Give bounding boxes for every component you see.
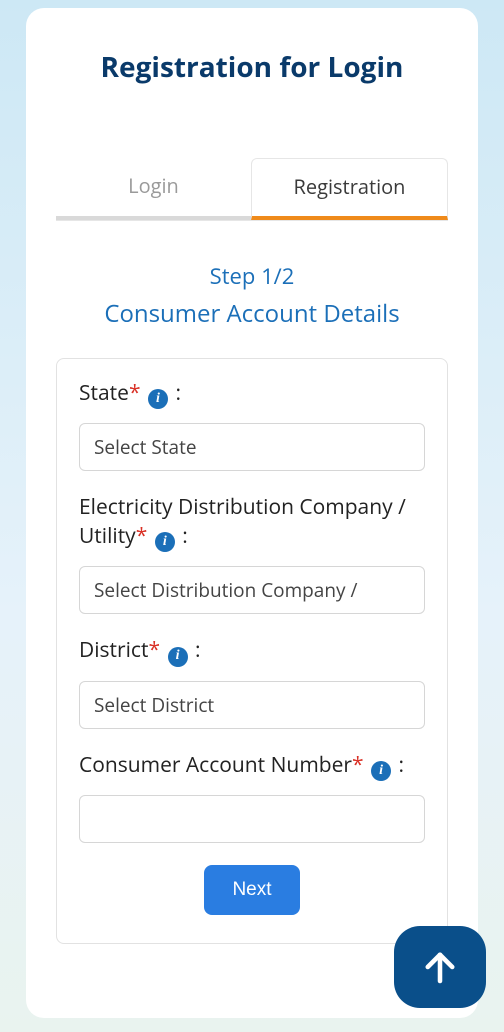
discom-label-colon: : — [177, 522, 188, 550]
field-consumer-account-number: Consumer Account Number* i : — [79, 751, 425, 843]
registration-card: Registration for Login Login Registratio… — [26, 8, 478, 1018]
discom-select-value: Select Distribution Company / — [94, 577, 357, 603]
step-indicator: Step 1/2 — [56, 261, 448, 291]
state-label-colon: : — [170, 379, 181, 407]
arrow-up-icon — [419, 946, 461, 988]
tab-login-label: Login — [128, 172, 179, 199]
actions-row: Next — [79, 865, 425, 915]
required-marker: * — [129, 379, 141, 407]
district-label: District* i : — [79, 636, 425, 666]
state-label-text: State — [79, 379, 129, 407]
required-marker: * — [148, 636, 160, 664]
consumer-account-number-input[interactable] — [79, 795, 425, 843]
field-district: District* i : Select District — [79, 636, 425, 728]
form-panel: State* i : Select State Electricity Dist… — [56, 358, 448, 944]
info-icon[interactable]: i — [371, 761, 391, 781]
district-label-colon: : — [190, 636, 201, 664]
required-marker: * — [136, 522, 148, 550]
step-heading: Consumer Account Details — [56, 297, 448, 330]
tab-registration[interactable]: Registration — [251, 158, 448, 220]
can-label: Consumer Account Number* i : — [79, 751, 425, 781]
field-state: State* i : Select State — [79, 379, 425, 471]
next-button-label: Next — [232, 879, 271, 900]
discom-label-text: Electricity Distribution Company / Utili… — [79, 493, 406, 549]
district-select[interactable]: Select District — [79, 681, 425, 729]
next-button[interactable]: Next — [204, 865, 299, 915]
state-select-value: Select State — [94, 434, 197, 460]
field-discom: Electricity Distribution Company / Utili… — [79, 493, 425, 614]
info-icon[interactable]: i — [168, 647, 188, 667]
page-title: Registration for Login — [56, 48, 448, 86]
tab-registration-label: Registration — [294, 173, 406, 200]
state-label: State* i : — [79, 379, 425, 409]
info-icon[interactable]: i — [155, 532, 175, 552]
state-select[interactable]: Select State — [79, 423, 425, 471]
discom-select[interactable]: Select Distribution Company / — [79, 566, 425, 614]
discom-label: Electricity Distribution Company / Utili… — [79, 493, 425, 552]
tab-login[interactable]: Login — [56, 158, 251, 220]
can-label-text: Consumer Account Number — [79, 751, 352, 779]
scroll-to-top-button[interactable] — [394, 926, 486, 1008]
can-label-colon: : — [393, 751, 404, 779]
info-icon[interactable]: i — [148, 389, 168, 409]
auth-tabs: Login Registration — [56, 158, 448, 221]
district-label-text: District — [79, 636, 148, 664]
required-marker: * — [352, 751, 364, 779]
district-select-value: Select District — [94, 692, 214, 718]
